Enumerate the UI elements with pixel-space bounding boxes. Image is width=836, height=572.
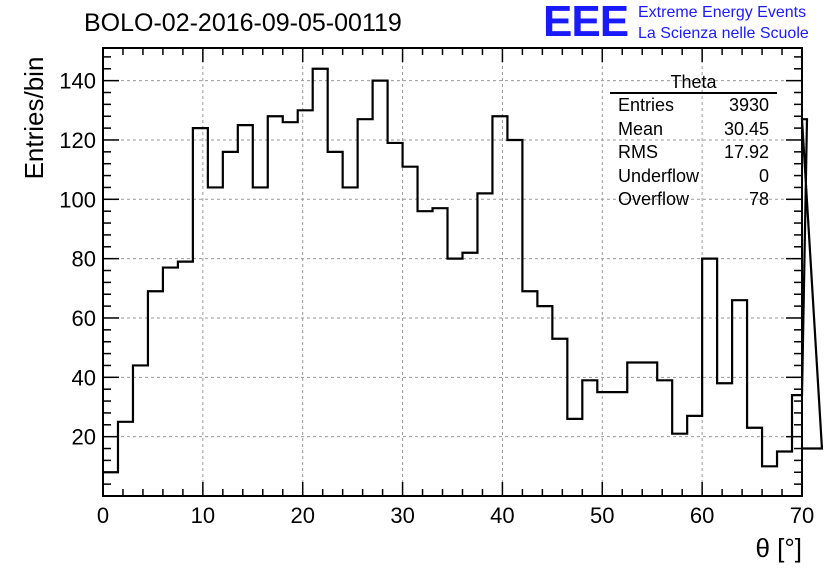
y-tick-label: 80: [72, 247, 96, 272]
stats-row-rms: RMS 17.92: [610, 141, 777, 165]
x-tick-label: 0: [97, 503, 109, 528]
x-tick-label: 30: [390, 503, 414, 528]
x-tick-label: 20: [290, 503, 314, 528]
chart-title: BOLO-02-2016-09-05-00119: [84, 9, 402, 37]
stats-row-underflow: Underflow 0: [610, 165, 777, 189]
x-tick-label: 40: [490, 503, 514, 528]
y-tick-label: 120: [59, 128, 96, 153]
stats-value: 17.92: [723, 142, 769, 162]
stats-row-entries: Entries 3930: [610, 94, 777, 118]
x-tick-label: 10: [191, 503, 215, 528]
stats-label: RMS: [618, 142, 658, 162]
stats-value: 0: [758, 165, 769, 186]
logo-line-2: La Scienza nelle Scuole: [638, 25, 809, 42]
y-tick-label: 20: [72, 425, 96, 450]
x-tick-label: 60: [690, 503, 714, 528]
stats-label: Mean: [618, 118, 664, 139]
stats-label: Underflow: [618, 165, 700, 186]
y-axis-label: Entries/bin: [19, 56, 49, 180]
y-tick-label: 100: [59, 187, 96, 212]
stats-value: 3930: [728, 95, 769, 115]
stats-box: Theta Entries 3930 Mean 30.45 RMS 17.92 …: [610, 72, 777, 212]
stats-label: Entries: [618, 95, 675, 115]
x-tick-label: 50: [590, 503, 614, 528]
eee-logo-mark: EEE: [543, 0, 629, 46]
stats-label: Overflow: [618, 189, 690, 209]
x-axis-label: θ [°]: [755, 533, 802, 563]
stats-value: 30.45: [723, 118, 769, 139]
x-axis: 0 10 20 30 40 50 60 70: [97, 48, 814, 528]
y-tick-label: 40: [72, 365, 96, 390]
stats-row-overflow: Overflow 78: [610, 188, 777, 212]
y-tick-label: 60: [72, 306, 96, 331]
stats-value: 78: [748, 189, 769, 209]
plot-frame: [102, 47, 803, 497]
histogram-line: [103, 67, 824, 474]
logo-line-1: Extreme Energy Events: [638, 4, 807, 21]
stats-row-mean: Mean 30.45: [610, 118, 777, 142]
x-tick-label: 70: [790, 503, 814, 528]
y-axis: 20 40 60 80 100 120 140: [59, 56, 802, 485]
stats-title: Theta: [610, 72, 777, 94]
y-tick-label: 140: [59, 69, 96, 94]
